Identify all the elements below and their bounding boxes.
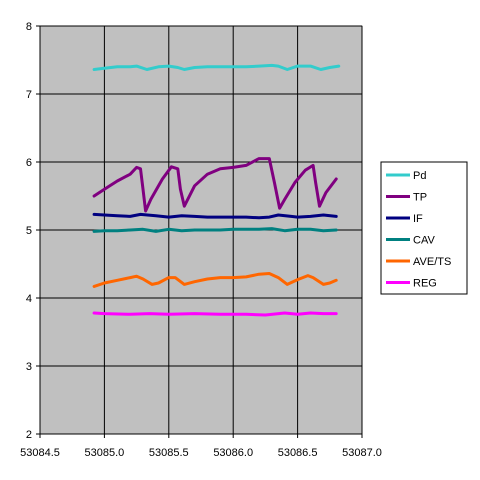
y-tick-label: 4	[26, 293, 32, 305]
legend-label: TP	[413, 192, 427, 204]
y-tick-label: 7	[26, 89, 32, 101]
y-tick-label: 2	[26, 429, 32, 441]
legend: Pd TP IF CAV AVE/TS REG	[380, 161, 468, 295]
x-tick-label: 53084.5	[20, 447, 60, 459]
series-line-tp	[92, 157, 338, 213]
axes: 2 3 4 5 6 7 8 53084.5 53085.0 53085.5 53086.0 53086…	[20, 21, 382, 459]
series-line-ave-ts	[92, 272, 338, 288]
x-tick-label: 53086.0	[213, 447, 253, 459]
legend-label: IF	[413, 213, 423, 225]
x-tick-label: 53087.0	[342, 447, 382, 459]
x-tick-label: 53085.5	[149, 447, 189, 459]
legend-label: Pd	[413, 170, 426, 182]
series-line-if	[92, 212, 338, 220]
legend-label: REG	[413, 278, 437, 290]
y-tick-label: 8	[26, 21, 32, 33]
legend-label: CAV	[413, 235, 435, 247]
legend-label: AVE/TS	[413, 256, 451, 268]
series-lines	[92, 63, 341, 317]
x-tick-label: 53086.5	[278, 447, 318, 459]
y-tick-label: 3	[26, 361, 32, 373]
y-tick-label: 6	[26, 157, 32, 169]
legend-box	[380, 161, 468, 295]
series-line-pd	[92, 63, 341, 71]
series-line-cav	[92, 227, 338, 233]
y-tick-label: 5	[26, 225, 32, 237]
x-tick-label: 53085.0	[85, 447, 125, 459]
series-line-reg	[92, 311, 338, 317]
